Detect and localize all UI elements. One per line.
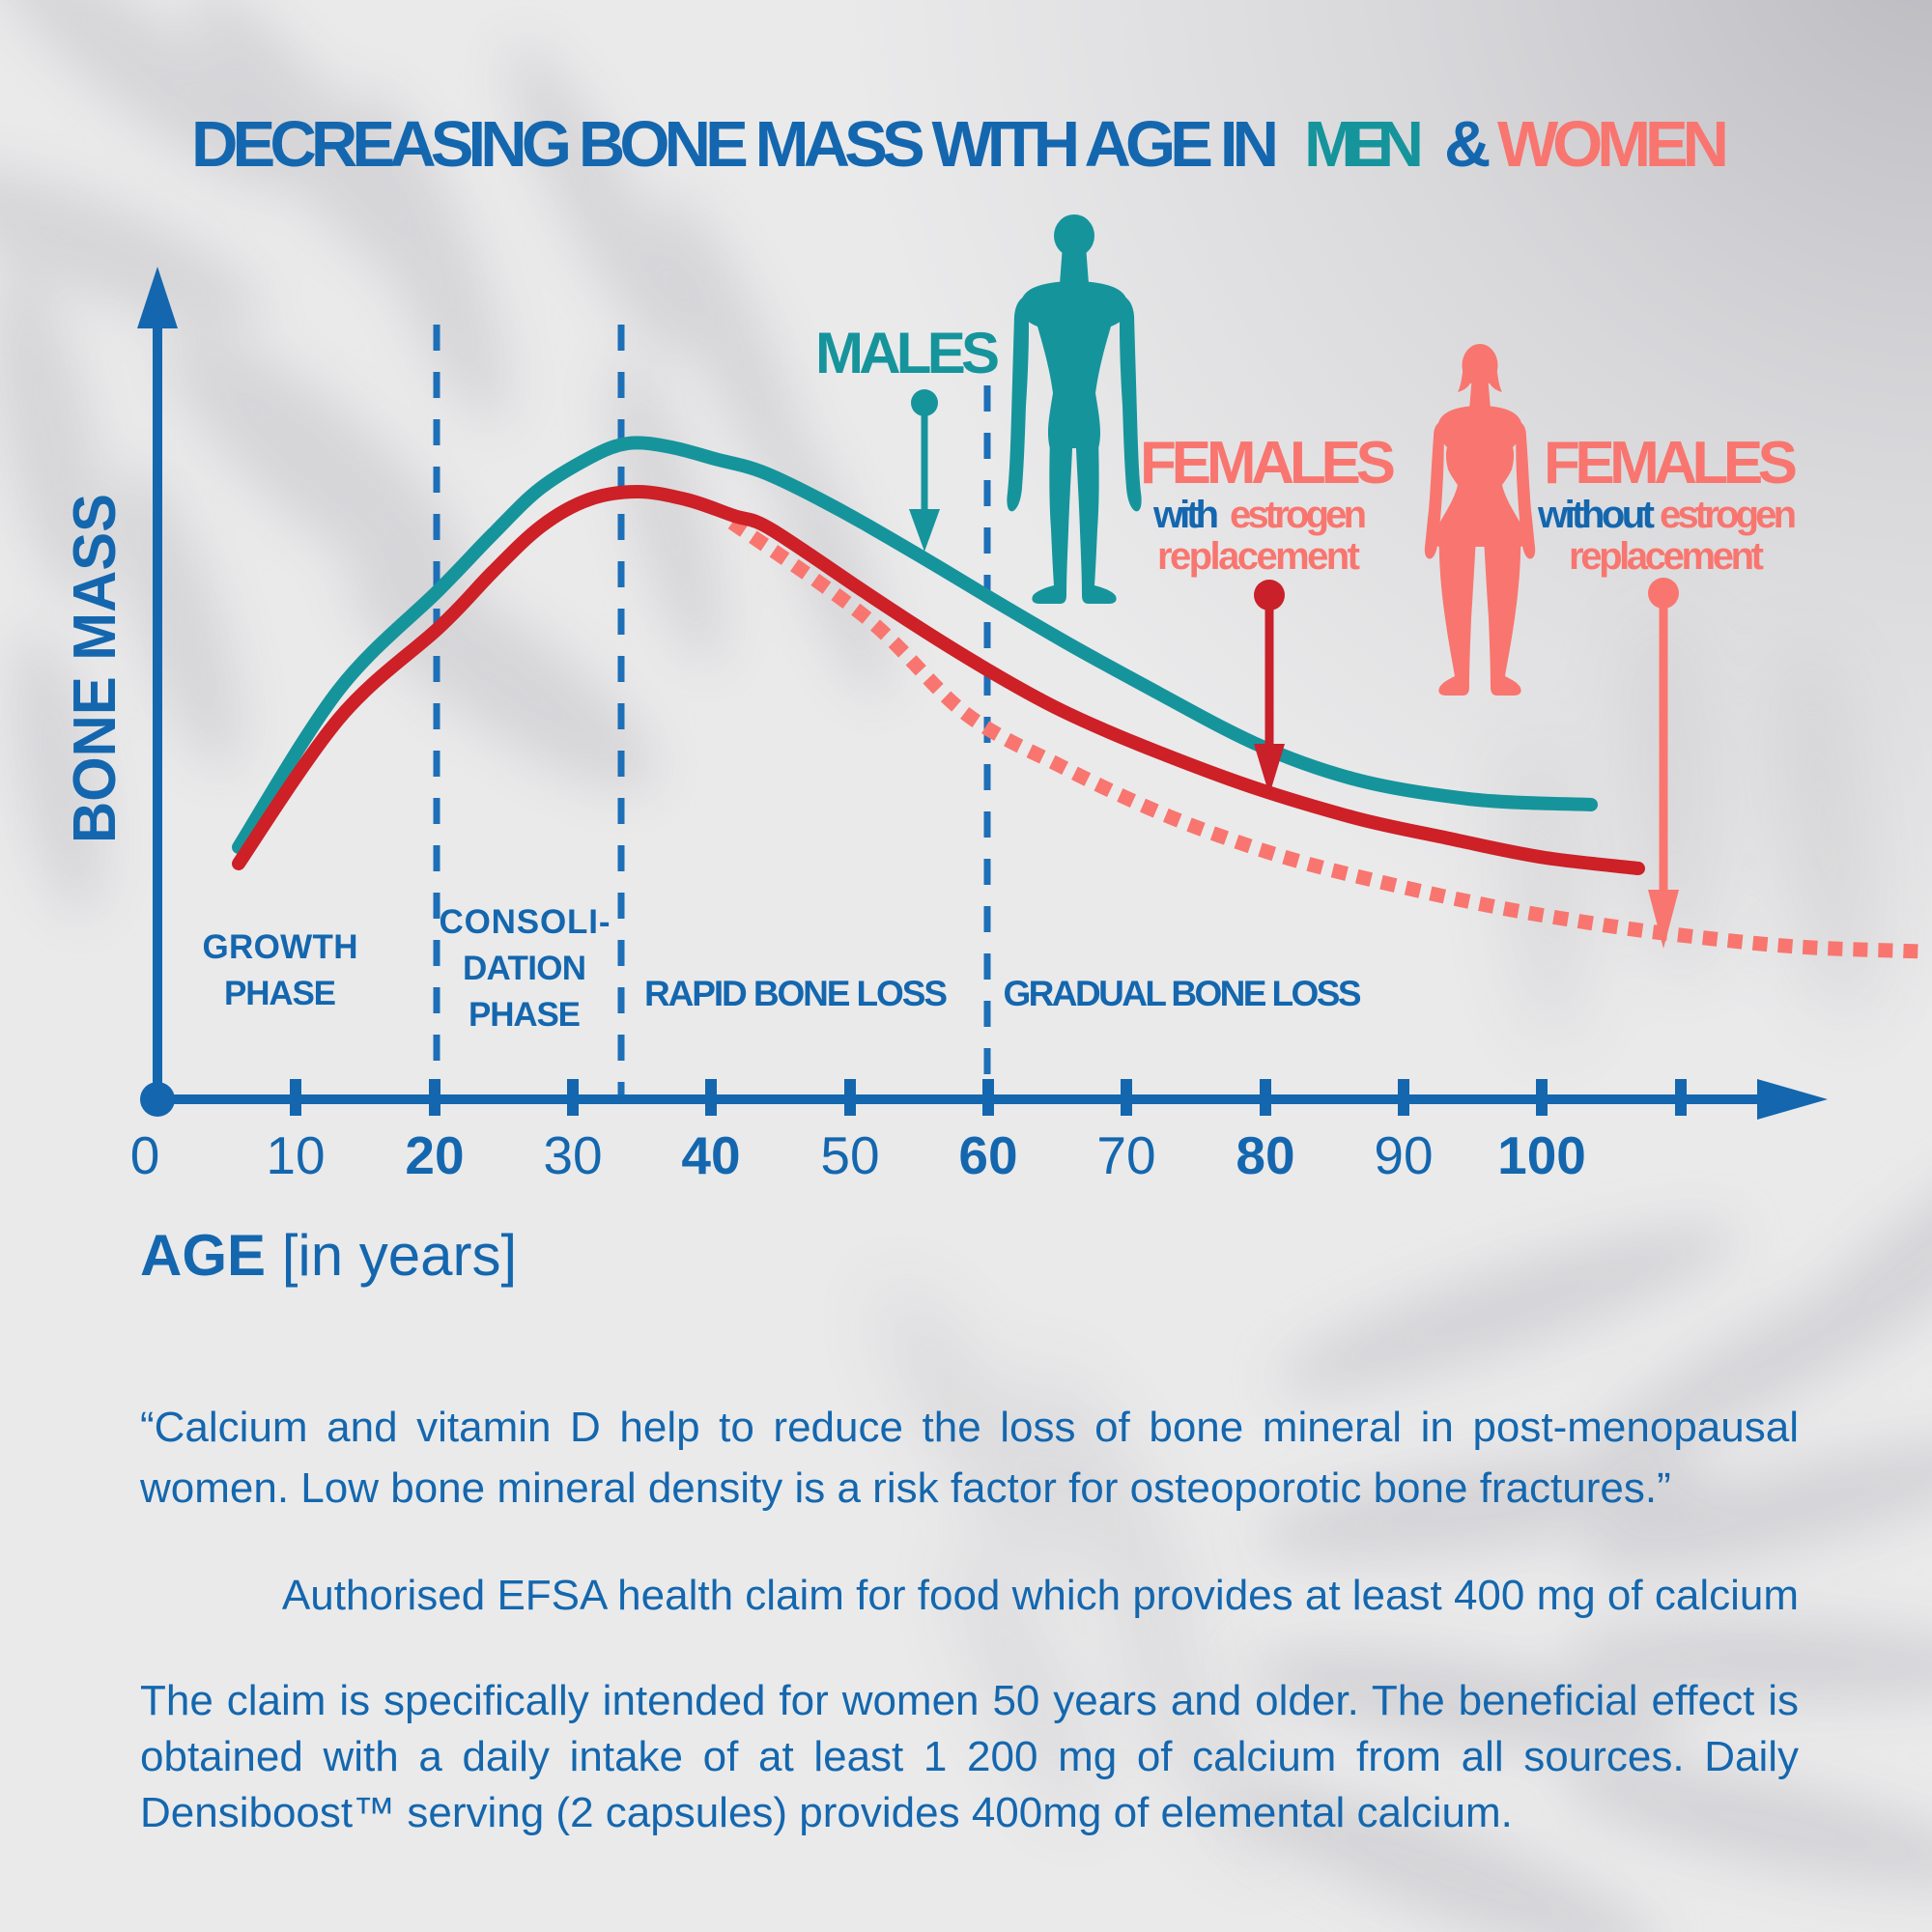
svg-text:60: 60: [958, 1125, 1017, 1185]
svg-text:estrogen: estrogen: [1660, 494, 1797, 536]
svg-text:50: 50: [820, 1125, 879, 1185]
svg-text:10: 10: [266, 1125, 325, 1185]
svg-text:FEMALES: FEMALES: [1544, 430, 1798, 497]
svg-text:AGE [in years]: AGE [in years]: [140, 1223, 517, 1288]
svg-text:&: &: [1444, 108, 1491, 181]
svg-text:100: 100: [1497, 1125, 1586, 1185]
svg-text:70: 70: [1096, 1125, 1155, 1185]
svg-text:CONSOLI-: CONSOLI-: [440, 903, 611, 941]
svg-text:GROWTH: GROWTH: [203, 928, 358, 966]
svg-text:DATION: DATION: [463, 950, 586, 987]
svg-text:0: 0: [130, 1125, 160, 1185]
svg-text:RAPID BONE LOSS: RAPID BONE LOSS: [644, 974, 948, 1013]
svg-text:replacement: replacement: [1157, 535, 1360, 578]
svg-text:FEMALES: FEMALES: [1140, 430, 1396, 497]
svg-text:without: without: [1537, 494, 1655, 536]
svg-text:PHASE: PHASE: [469, 996, 581, 1034]
svg-text:40: 40: [681, 1125, 740, 1185]
svg-text:30: 30: [543, 1125, 602, 1185]
svg-text:MALES: MALES: [815, 321, 1000, 385]
svg-text:DECREASING BONE MASS WITH AGE: DECREASING BONE MASS WITH AGE IN: [191, 108, 1279, 181]
svg-text:MEN: MEN: [1304, 108, 1424, 181]
svg-text:80: 80: [1236, 1125, 1294, 1185]
svg-text:BONE MASS: BONE MASS: [62, 494, 128, 843]
svg-text:GRADUAL BONE LOSS: GRADUAL BONE LOSS: [1004, 974, 1362, 1013]
svg-text:with: with: [1152, 494, 1219, 536]
svg-text:WOMEN: WOMEN: [1497, 108, 1729, 181]
svg-text:PHASE: PHASE: [224, 975, 336, 1012]
svg-text:90: 90: [1374, 1125, 1433, 1185]
svg-text:estrogen: estrogen: [1230, 494, 1367, 536]
svg-text:20: 20: [405, 1125, 464, 1185]
svg-text:replacement: replacement: [1569, 535, 1764, 578]
